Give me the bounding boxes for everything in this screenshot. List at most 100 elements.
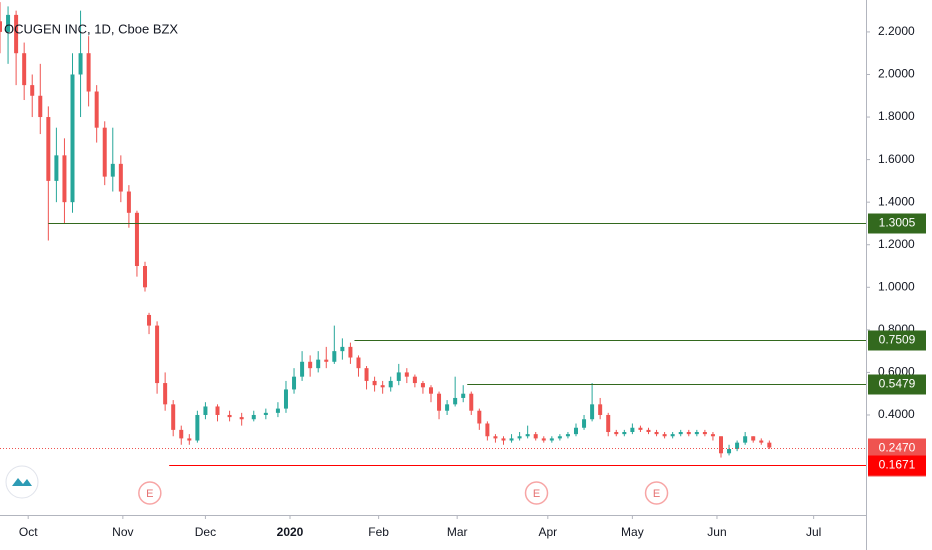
candle-body	[412, 376, 417, 384]
x-tick-label: May	[621, 525, 644, 539]
candle-body	[549, 438, 554, 441]
candle-body	[388, 380, 393, 388]
candle-body	[195, 414, 200, 441]
logo-circle	[5, 465, 39, 499]
candle-body	[501, 438, 506, 441]
earnings-marker	[524, 481, 549, 505]
candle-body	[372, 380, 377, 386]
candle-body	[686, 432, 691, 435]
candle-body	[404, 372, 409, 377]
price-tag	[868, 330, 926, 351]
candle-body	[263, 412, 268, 415]
earnings-marker	[644, 481, 669, 505]
x-tick-label: 2020	[277, 525, 304, 539]
candle-body	[0, 21, 2, 32]
candle-body	[356, 357, 361, 369]
candle-body	[630, 427, 635, 433]
candle-body	[759, 440, 764, 443]
candle-body	[678, 432, 683, 435]
candle-body	[710, 434, 715, 437]
candle-body	[14, 14, 19, 54]
y-tick-label: 1.2000	[878, 237, 915, 251]
price-tag-label: 1.3005	[879, 216, 916, 230]
candle-body	[364, 368, 369, 381]
candle-body	[251, 414, 256, 420]
candle-body	[517, 436, 522, 439]
candle-body	[461, 393, 466, 398]
candle-body	[614, 432, 619, 435]
candle-body	[54, 155, 59, 181]
candle-body	[445, 404, 450, 411]
candle-body	[743, 436, 748, 443]
candle-body	[187, 438, 192, 441]
candle-body	[102, 127, 107, 177]
x-tick-label: Nov	[112, 525, 133, 539]
earnings-label: E	[533, 488, 540, 500]
earnings-label: E	[146, 488, 153, 500]
candle-body	[582, 419, 587, 428]
candle-body	[598, 404, 603, 415]
candle-body	[606, 414, 611, 433]
candle-body	[718, 436, 723, 454]
price-tag	[868, 438, 926, 459]
candle-body	[573, 427, 578, 435]
candle-body	[493, 436, 498, 439]
candle-body	[308, 361, 313, 369]
candle-body	[469, 393, 474, 411]
candle-body	[485, 423, 490, 437]
y-tick-label: 1.8000	[878, 109, 915, 123]
x-tick-label: Mar	[447, 525, 468, 539]
candle-body	[163, 383, 168, 405]
x-tick-label: Apr	[538, 525, 557, 539]
candle-body	[78, 53, 83, 75]
chart-title: OCUGEN INC, 1D, Cboe BZX	[4, 21, 178, 36]
candle-body	[332, 351, 337, 362]
x-tick-label: Jun	[707, 525, 726, 539]
y-tick-label: 1.0000	[878, 279, 915, 293]
candle-body	[420, 383, 425, 388]
y-tick-label: 1.6000	[878, 152, 915, 166]
price-tag	[868, 374, 926, 395]
candle-body	[533, 434, 538, 439]
candle-body	[565, 434, 570, 437]
candle-body	[541, 438, 546, 441]
candle-body	[477, 410, 482, 424]
earnings-marker	[138, 481, 162, 505]
candle-body	[38, 95, 43, 118]
y-tick-label: 1.4000	[878, 194, 915, 208]
candle-body	[6, 14, 11, 32]
candle-body	[126, 191, 131, 213]
price-tag-label: 0.2470	[879, 441, 916, 455]
candle-body	[283, 389, 288, 409]
candle-body	[694, 432, 699, 435]
candle-body	[46, 117, 51, 181]
candle-body	[316, 359, 321, 369]
y-tick-label: 2.2000	[878, 24, 915, 38]
candle-body	[171, 404, 176, 430]
candle-body	[134, 212, 139, 267]
candle-body	[215, 406, 220, 415]
candle-body	[155, 325, 160, 384]
candle-body	[86, 53, 91, 92]
candle-body	[453, 397, 458, 405]
candle-body	[590, 404, 595, 420]
candle-body	[767, 442, 772, 448]
candle-body	[380, 385, 385, 388]
candle-body	[239, 417, 244, 420]
candle-body	[203, 406, 208, 415]
candle-body	[751, 436, 756, 441]
candle-body	[110, 163, 115, 177]
earnings-label: E	[653, 488, 660, 500]
candle-body	[396, 372, 401, 381]
logo-mark	[12, 478, 32, 486]
price-tag-label: 0.1671	[879, 458, 916, 472]
candle-body	[147, 314, 152, 326]
candle-body	[143, 266, 148, 288]
candle-body	[30, 85, 35, 96]
logo	[5, 465, 39, 499]
candle-body	[275, 408, 280, 413]
price-tag-label: 0.5479	[879, 377, 916, 391]
candle-body	[702, 432, 707, 435]
candle-body	[292, 376, 297, 390]
